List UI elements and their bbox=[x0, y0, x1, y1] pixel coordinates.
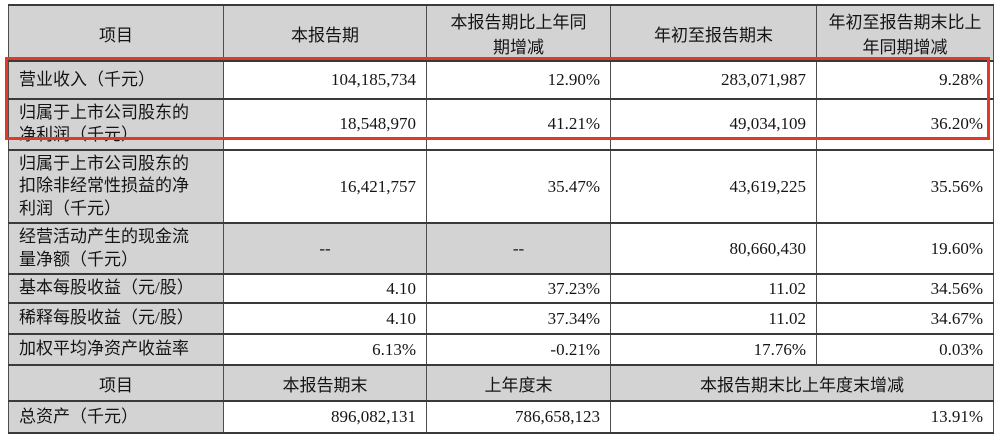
row-label-cell: 归属于上市公司股东的扣除非经常性损益的净利润（千元） bbox=[8, 148, 224, 225]
header-item-label: 项目 bbox=[99, 25, 133, 45]
header-current-period-label: 本报告期 bbox=[291, 25, 359, 45]
row-label-cell: 经营活动产生的现金流量净额（千元） bbox=[8, 222, 224, 276]
row-label-cell: 稀释每股收益（元/股） bbox=[8, 302, 224, 336]
row-net-profit-excl-nonrecurring: 归属于上市公司股东的扣除非经常性损益的净利润（千元） 16,421,757 35… bbox=[8, 148, 994, 225]
row-label-cell: 总资产（千元） bbox=[8, 400, 224, 435]
header-ytd-change: 年初至报告期末比上年同期增减 bbox=[816, 4, 994, 62]
value-current-change: 37.23% bbox=[426, 273, 611, 305]
value-current-change: 35.47% bbox=[426, 148, 611, 225]
row-label: 总资产（千元） bbox=[19, 406, 138, 426]
value-period-end: 896,082,131 bbox=[223, 400, 427, 435]
row-total-assets: 总资产（千元） 896,082,131 786,658,123 13.91% bbox=[8, 400, 994, 435]
value-ytd: 11.02 bbox=[610, 273, 817, 305]
value-ytd-change: 34.56% bbox=[816, 273, 994, 305]
value-ytd: 80,660,430 bbox=[610, 222, 817, 276]
value-current: 18,548,970 bbox=[223, 98, 427, 151]
row-diluted-eps: 稀释每股收益（元/股） 4.10 37.34% 11.02 34.67% bbox=[8, 302, 994, 336]
value-current-change: -0.21% bbox=[426, 333, 611, 367]
value-current: 104,185,734 bbox=[223, 60, 427, 100]
header-current-period-change: 本报告期比上年同期增减 bbox=[426, 4, 611, 62]
value-current: 4.10 bbox=[223, 302, 427, 336]
value-ytd-change: 35.56% bbox=[816, 148, 994, 225]
header2-period-end: 本报告期末 bbox=[223, 364, 427, 403]
value-ytd-change: 0.03% bbox=[816, 333, 994, 367]
row-label: 加权平均净资产收益率 bbox=[19, 339, 189, 359]
header-item: 项目 bbox=[8, 4, 224, 62]
value-current-change: 37.34% bbox=[426, 302, 611, 336]
value-current-dash: -- bbox=[223, 222, 427, 276]
row-operating-revenue: 营业收入（千元） 104,185,734 12.90% 283,071,987 … bbox=[8, 60, 994, 100]
header2-prev-year-end-label: 上年度末 bbox=[484, 375, 553, 395]
header-row-period: 项目 本报告期 本报告期比上年同期增减 年初至报告期末 年初至报告期末比上年同期… bbox=[8, 4, 994, 62]
value-current: 16,421,757 bbox=[223, 148, 427, 225]
value-ytd: 11.02 bbox=[610, 302, 817, 336]
value-current: 6.13% bbox=[223, 333, 427, 367]
header2-prev-year-end: 上年度末 bbox=[426, 364, 611, 403]
row-operating-cash-flow: 经营活动产生的现金流量净额（千元） -- -- 80,660,430 19.60… bbox=[8, 222, 994, 276]
value-ytd-change: 19.60% bbox=[816, 222, 994, 276]
value-current-change: 12.90% bbox=[426, 60, 611, 100]
header2-item-label: 项目 bbox=[99, 375, 133, 395]
value-change: 13.91% bbox=[610, 400, 994, 435]
header2-item: 项目 bbox=[8, 364, 224, 403]
row-label-cell: 归属于上市公司股东的净利润（千元） bbox=[8, 98, 224, 151]
value-current-change-dash: -- bbox=[426, 222, 611, 276]
value-current-change: 41.21% bbox=[426, 98, 611, 151]
row-label: 稀释每股收益（元/股） bbox=[19, 308, 194, 328]
header2-change-label: 本报告期末比上年度末增减 bbox=[700, 375, 904, 395]
row-label: 基本每股收益（元/股） bbox=[19, 278, 194, 298]
row-label: 归属于上市公司股东的净利润（千元） bbox=[19, 103, 189, 145]
header-ytd-label: 年初至报告期末 bbox=[654, 25, 773, 45]
header2-change: 本报告期末比上年度末增减 bbox=[610, 364, 994, 403]
value-ytd: 43,619,225 bbox=[610, 148, 817, 225]
row-label-cell: 营业收入（千元） bbox=[8, 60, 224, 100]
row-label: 归属于上市公司股东的扣除非经常性损益的净利润（千元） bbox=[19, 153, 189, 218]
row-weighted-avg-roe: 加权平均净资产收益率 6.13% -0.21% 17.76% 0.03% bbox=[8, 333, 994, 367]
row-net-profit-attributable: 归属于上市公司股东的净利润（千元） 18,548,970 41.21% 49,0… bbox=[8, 98, 994, 151]
financial-summary-table: 项目 本报告期 本报告期比上年同期增减 年初至报告期末 年初至报告期末比上年同期… bbox=[8, 4, 994, 435]
row-basic-eps: 基本每股收益（元/股） 4.10 37.23% 11.02 34.56% bbox=[8, 273, 994, 305]
header-current-period: 本报告期 bbox=[223, 4, 427, 62]
header-ytd-change-label: 年初至报告期末比上年同期增减 bbox=[828, 13, 982, 57]
row-label: 营业收入（千元） bbox=[19, 69, 155, 89]
header-row-period-end: 项目 本报告期末 上年度末 本报告期末比上年度末增减 bbox=[8, 364, 994, 403]
value-ytd-change: 9.28% bbox=[816, 60, 994, 100]
value-current: 4.10 bbox=[223, 273, 427, 305]
value-ytd: 17.76% bbox=[610, 333, 817, 367]
header2-period-end-label: 本报告期末 bbox=[282, 375, 368, 395]
value-prev-year-end: 786,658,123 bbox=[426, 400, 611, 435]
value-ytd: 283,071,987 bbox=[610, 60, 817, 100]
header-ytd: 年初至报告期末 bbox=[610, 4, 817, 62]
value-ytd: 49,034,109 bbox=[610, 98, 817, 151]
value-ytd-change: 36.20% bbox=[816, 98, 994, 151]
header-current-period-change-label: 本报告期比上年同期增减 bbox=[450, 13, 587, 57]
row-label-cell: 基本每股收益（元/股） bbox=[8, 273, 224, 305]
row-label-cell: 加权平均净资产收益率 bbox=[8, 333, 224, 367]
value-ytd-change: 34.67% bbox=[816, 302, 994, 336]
row-label: 经营活动产生的现金流量净额（千元） bbox=[19, 227, 189, 269]
